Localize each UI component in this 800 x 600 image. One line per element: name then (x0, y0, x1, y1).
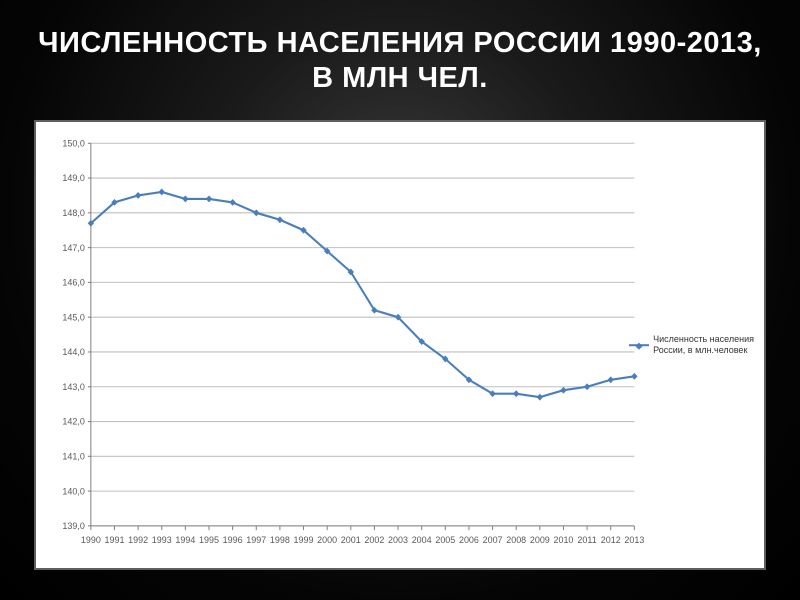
svg-text:149,0: 149,0 (62, 173, 84, 183)
slide: ЧИСЛЕННОСТЬ НАСЕЛЕНИЯ РОССИИ 1990-2013, … (0, 0, 800, 600)
svg-text:142,0: 142,0 (62, 416, 84, 426)
svg-text:2001: 2001 (341, 534, 361, 544)
svg-text:1994: 1994 (175, 534, 195, 544)
svg-text:2002: 2002 (364, 534, 384, 544)
svg-text:1996: 1996 (223, 534, 243, 544)
svg-text:139,0: 139,0 (62, 520, 84, 530)
svg-text:1995: 1995 (199, 534, 219, 544)
svg-text:2006: 2006 (459, 534, 479, 544)
svg-text:145,0: 145,0 (62, 312, 84, 322)
svg-text:1993: 1993 (152, 534, 172, 544)
svg-text:2000: 2000 (317, 534, 337, 544)
svg-text:144,0: 144,0 (62, 346, 84, 356)
svg-text:1999: 1999 (294, 534, 314, 544)
svg-text:1990: 1990 (81, 534, 101, 544)
svg-text:2008: 2008 (506, 534, 526, 544)
legend-series-marker (629, 344, 649, 346)
slide-title: ЧИСЛЕННОСТЬ НАСЕЛЕНИЯ РОССИИ 1990-2013, … (34, 26, 766, 96)
svg-text:2004: 2004 (412, 534, 432, 544)
svg-text:140,0: 140,0 (62, 486, 84, 496)
svg-text:2003: 2003 (388, 534, 408, 544)
svg-text:1991: 1991 (105, 534, 125, 544)
svg-text:2013: 2013 (624, 534, 644, 544)
svg-text:150,0: 150,0 (62, 138, 84, 148)
svg-text:147,0: 147,0 (62, 242, 84, 252)
svg-text:2007: 2007 (483, 534, 503, 544)
legend-item: Численность населения России, в млн.чело… (629, 334, 754, 356)
legend-series-label: Численность населения России, в млн.чело… (653, 334, 754, 356)
svg-text:143,0: 143,0 (62, 381, 84, 391)
chart-container: 139,0 140,0 141,0 142,0 143,0 144,0 145,0 146,0… (34, 120, 766, 570)
svg-text:141,0: 141,0 (62, 451, 84, 461)
svg-text:2009: 2009 (530, 534, 550, 544)
svg-text:2005: 2005 (435, 534, 455, 544)
svg-text:146,0: 146,0 (62, 277, 84, 287)
svg-text:1998: 1998 (270, 534, 290, 544)
svg-text:2010: 2010 (553, 534, 573, 544)
svg-text:2012: 2012 (601, 534, 621, 544)
svg-text:2011: 2011 (577, 534, 596, 544)
svg-text:1992: 1992 (128, 534, 148, 544)
chart-legend: Численность населения России, в млн.чело… (629, 334, 754, 356)
svg-text:148,0: 148,0 (62, 207, 84, 217)
svg-text:1997: 1997 (246, 534, 266, 544)
